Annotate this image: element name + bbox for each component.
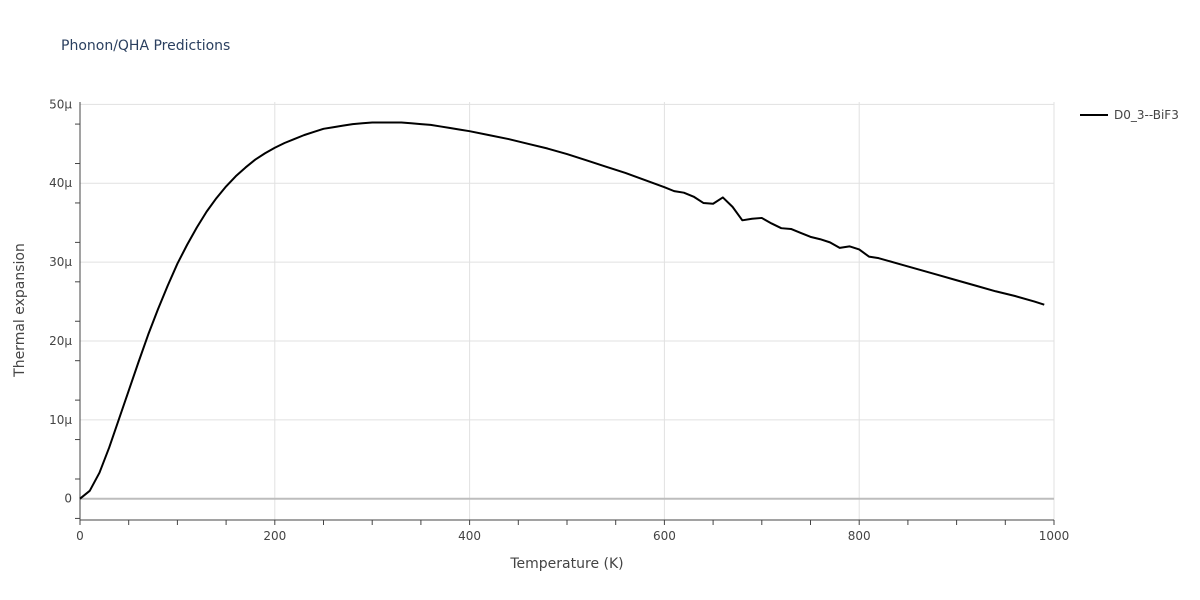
legend[interactable]: D0_3--BiF3 bbox=[1080, 108, 1179, 122]
y-tick-label: 40μ bbox=[49, 176, 72, 190]
y-tick-label: 0 bbox=[64, 492, 72, 506]
x-tick-label: 200 bbox=[263, 529, 286, 543]
plot-area bbox=[79, 121, 1045, 500]
axes bbox=[79, 102, 1054, 521]
legend-label: D0_3--BiF3 bbox=[1114, 108, 1179, 122]
y-axis-ticks: 0 10μ 20μ 30μ 40μ 50μ bbox=[49, 97, 80, 519]
x-tick-label: 400 bbox=[458, 529, 481, 543]
x-tick-label: 1000 bbox=[1039, 529, 1070, 543]
series-line[interactable] bbox=[79, 121, 1045, 500]
grid bbox=[80, 102, 1055, 520]
y-tick-label: 30μ bbox=[49, 255, 72, 269]
y-tick-label: 50μ bbox=[49, 97, 72, 111]
y-axis-title: Thermal expansion bbox=[12, 243, 28, 378]
chart-title: Phonon/QHA Predictions bbox=[61, 38, 230, 54]
x-tick-label: 800 bbox=[848, 529, 871, 543]
x-axis-ticks: 0 200 400 600 800 1000 bbox=[76, 520, 1069, 543]
x-axis-title: Temperature (K) bbox=[509, 556, 623, 572]
y-tick-label: 10μ bbox=[49, 413, 72, 427]
x-tick-label: 600 bbox=[653, 529, 676, 543]
x-tick-label: 0 bbox=[76, 529, 84, 543]
y-tick-label: 20μ bbox=[49, 334, 72, 348]
